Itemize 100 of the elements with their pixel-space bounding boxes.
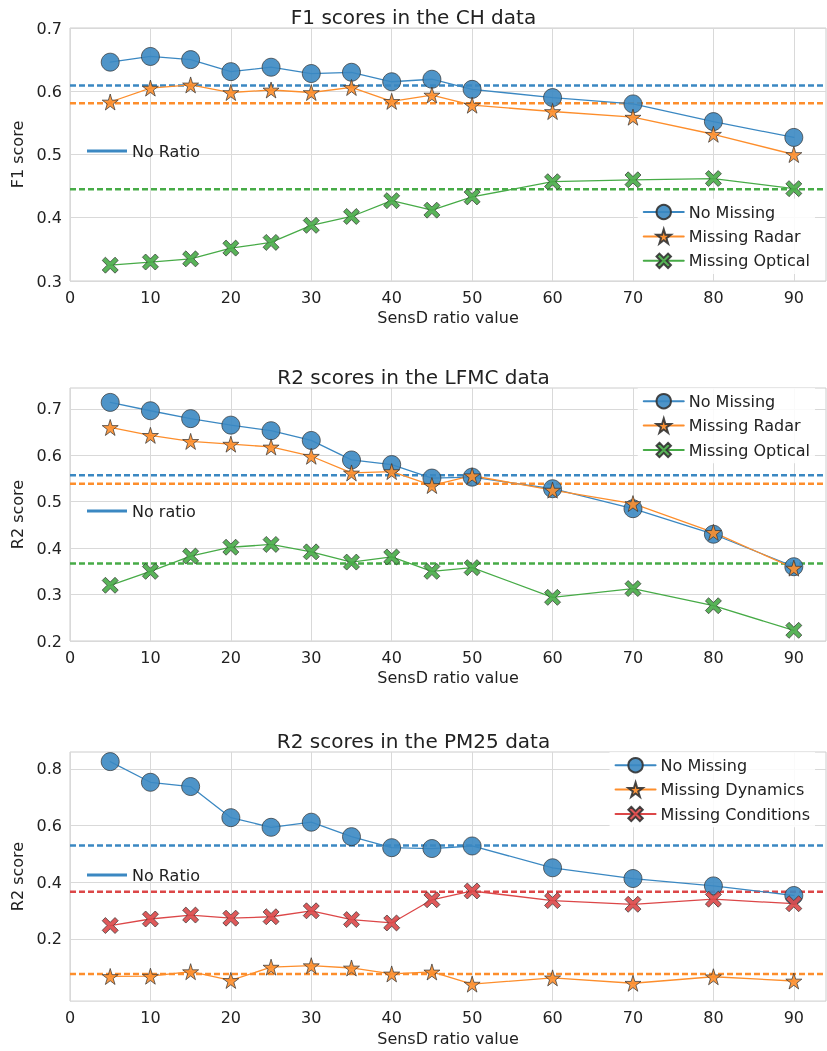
- x-tick-label: 60: [542, 1007, 563, 1027]
- y-tick-label: 0.3: [36, 271, 62, 291]
- point: [142, 253, 159, 271]
- x-tick-label: 70: [622, 287, 644, 307]
- point: [301, 64, 321, 83]
- point: [342, 62, 361, 82]
- point: [262, 536, 280, 553]
- point: [261, 817, 281, 837]
- point: [785, 621, 803, 639]
- legend-label: Missing Radar: [688, 416, 802, 436]
- x-tick-label: 90: [783, 647, 805, 667]
- point: [302, 902, 320, 920]
- x-tick-label: 30: [301, 647, 322, 667]
- point: [383, 192, 401, 210]
- y-tick-label: 0.4: [36, 872, 62, 892]
- point: [302, 543, 320, 561]
- x-tick-label: 20: [220, 287, 242, 307]
- point: [262, 438, 280, 456]
- point: [141, 772, 160, 792]
- point: [785, 895, 803, 913]
- point: [544, 969, 561, 987]
- x-tick-label: 10: [140, 647, 161, 667]
- point: [705, 968, 722, 986]
- x-tick-label: 50: [461, 1007, 483, 1027]
- point: [785, 180, 803, 198]
- point: [785, 146, 803, 163]
- x-tick-label: 0: [64, 287, 76, 307]
- point: [302, 84, 320, 101]
- x-tick-label: 10: [140, 1007, 161, 1027]
- point: [383, 965, 401, 983]
- point: [342, 827, 361, 847]
- point: [543, 858, 562, 878]
- y-axis-title: R2 score: [8, 479, 28, 550]
- x-tick-label: 30: [301, 287, 322, 307]
- y-axis-title: R2 score: [8, 841, 28, 912]
- legend-label: No ratio: [132, 501, 196, 521]
- point: [222, 435, 240, 453]
- point: [181, 409, 201, 429]
- chart-title: F1 scores in the CH data: [290, 5, 537, 29]
- point: [262, 958, 280, 976]
- point: [221, 62, 241, 82]
- point: [544, 588, 561, 606]
- point: [182, 963, 200, 981]
- legend-label: No Missing: [688, 391, 776, 411]
- y-tick-label: 0.6: [36, 445, 62, 465]
- chart-title: R2 scores in the LFMC data: [277, 365, 550, 389]
- point: [705, 890, 722, 908]
- point: [462, 836, 482, 856]
- x-tick-label: 60: [542, 287, 563, 307]
- y-tick-label: 0.8: [36, 759, 62, 779]
- point: [624, 495, 642, 512]
- point: [704, 112, 723, 131]
- point: [302, 447, 320, 465]
- y-tick-label: 0.6: [36, 816, 62, 836]
- point: [623, 869, 643, 888]
- legend-label: Missing Radar: [688, 226, 802, 246]
- x-axis-title: SensD ratio value: [377, 1028, 519, 1048]
- x-tick-label: 40: [381, 1007, 402, 1027]
- point: [142, 426, 159, 444]
- point: [100, 52, 120, 72]
- point: [705, 125, 722, 143]
- x-tick-label: 0: [64, 647, 76, 667]
- point: [343, 959, 360, 977]
- point: [262, 234, 280, 251]
- point: [101, 968, 119, 985]
- point: [262, 908, 280, 926]
- y-tick-label: 0.7: [36, 399, 62, 419]
- point: [383, 463, 401, 480]
- x-tick-label: 90: [783, 287, 805, 307]
- point: [463, 559, 481, 577]
- point: [301, 812, 321, 832]
- legend-label: Missing Dynamics: [660, 780, 805, 800]
- point: [222, 538, 240, 556]
- point: [785, 972, 803, 990]
- point: [343, 208, 360, 225]
- point: [624, 171, 642, 189]
- point: [343, 464, 360, 482]
- legend-label: No Ratio: [132, 141, 200, 161]
- point: [704, 876, 723, 896]
- point: [705, 597, 722, 615]
- y-tick-label: 0.2: [36, 929, 62, 949]
- point: [101, 256, 119, 274]
- point: [422, 839, 442, 858]
- point: [222, 972, 240, 989]
- point: [544, 103, 561, 120]
- x-tick-label: 0: [64, 1007, 76, 1027]
- point: [423, 891, 441, 909]
- point: [342, 450, 361, 470]
- x-axis-title: SensD ratio value: [377, 308, 519, 328]
- y-tick-label: 0.6: [36, 81, 62, 101]
- point: [624, 895, 642, 913]
- point: [222, 239, 240, 257]
- point: [624, 974, 642, 992]
- point: [784, 128, 804, 147]
- point: [544, 892, 561, 910]
- x-tick-label: 40: [381, 647, 402, 667]
- point: [262, 81, 280, 99]
- point: [705, 170, 722, 187]
- x-tick-label: 70: [622, 1007, 644, 1027]
- point: [343, 79, 360, 96]
